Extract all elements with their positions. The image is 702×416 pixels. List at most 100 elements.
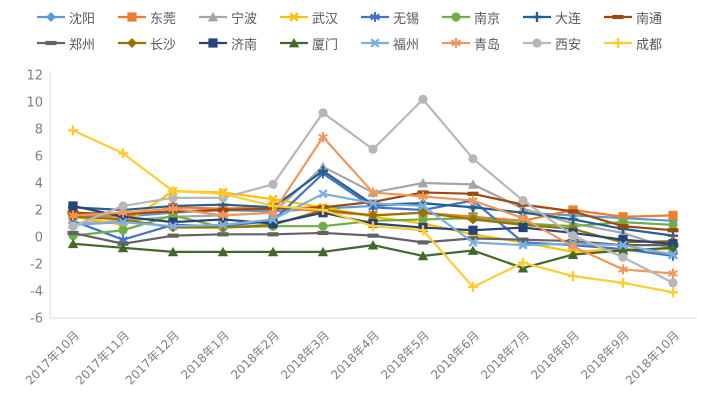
series-marker-wuhan	[268, 194, 278, 204]
series-marker-dalian	[568, 214, 578, 225]
series-marker-zhengzhou	[417, 240, 429, 245]
series-marker-chengdu	[518, 257, 528, 268]
series-marker-dongguan	[668, 210, 678, 220]
series-marker-nantong	[467, 191, 479, 196]
series-marker-changsha	[418, 207, 428, 218]
series-marker-qingdao	[218, 210, 228, 221]
series-marker-ningbo	[467, 179, 479, 189]
legend-item-nanjing: 南京	[441, 4, 522, 30]
series-marker-fuzhou	[668, 249, 678, 260]
legend-item-xiamen: 厦门	[279, 30, 360, 56]
series-marker-xian	[568, 231, 578, 241]
series-marker-chengdu	[668, 287, 678, 298]
x-axis-tick-label: 2018年10月	[623, 328, 682, 387]
x-axis-tick-label: 2018年7月	[478, 328, 532, 382]
series-marker-nanjing	[668, 220, 678, 230]
x-axis-tick-label: 2018年3月	[278, 328, 332, 382]
series-marker-xian	[518, 195, 528, 206]
x-axis-tick-label: 2018年9月	[578, 328, 632, 382]
series-marker-qingdao	[418, 191, 428, 202]
series-marker-zhengzhou	[317, 230, 329, 236]
series-marker-zhengzhou	[367, 233, 379, 238]
series-marker-xian	[618, 252, 628, 262]
series-marker-zhengzhou	[517, 237, 529, 242]
y-axis-tick-label: 4	[35, 177, 43, 192]
series-marker-chengdu	[468, 281, 478, 292]
series-marker-xiamen	[67, 238, 79, 249]
series-marker-changsha	[468, 214, 478, 225]
series-marker-fuzhou	[368, 198, 378, 208]
legend-marker-wuhan-icon	[280, 12, 308, 22]
legend-label-wuxi: 无锡	[393, 11, 420, 27]
series-marker-xiamen	[167, 246, 179, 257]
series-marker-fuzhou	[618, 240, 628, 250]
series-marker-xian	[668, 278, 678, 288]
series-marker-fuzhou	[118, 217, 128, 227]
legend-item-chengdu: 成都	[603, 30, 684, 56]
legend-item-nantong: 南通	[603, 4, 684, 30]
series-marker-jinan	[168, 217, 178, 227]
series-marker-ningbo	[417, 178, 429, 188]
series-marker-xian	[418, 94, 428, 104]
series-marker-fuzhou	[468, 237, 478, 248]
series-marker-qingdao	[618, 264, 628, 275]
series-marker-xiamen	[117, 242, 129, 253]
chart-legend: 沈阳 东莞 宁波 武汉 无锡 南京 大连 南通 郑州 长沙 济南 厦门 福州 青岛 西安 成都	[36, 4, 696, 56]
series-marker-zhengzhou	[567, 238, 579, 244]
legend-marker-fuzhou-icon	[361, 38, 389, 48]
series-marker-fuzhou	[218, 220, 228, 230]
series-marker-xian	[68, 221, 78, 231]
series-marker-dongguan	[618, 212, 628, 222]
series-marker-qingdao	[68, 210, 78, 221]
series-marker-fuzhou	[418, 201, 428, 211]
series-marker-jinan	[618, 235, 628, 245]
series-marker-qingdao	[518, 213, 528, 224]
series-marker-xiamen	[517, 263, 529, 273]
series-marker-xiamen	[267, 246, 279, 257]
series-marker-fuzhou	[168, 221, 178, 231]
legend-item-dalian: 大连	[522, 4, 603, 30]
legend-marker-jinan-icon	[199, 38, 227, 48]
legend-label-xian: 西安	[555, 37, 582, 53]
series-marker-zhengzhou	[267, 232, 279, 237]
legend-item-wuhan: 武汉	[279, 4, 360, 30]
series-marker-chengdu	[368, 221, 378, 232]
series-marker-zhengzhou	[67, 230, 79, 236]
series-marker-fuzhou	[318, 189, 328, 199]
y-axis-tick-label: -4	[30, 285, 43, 300]
legend-item-zhengzhou: 郑州	[36, 30, 117, 56]
series-marker-nantong	[567, 209, 579, 214]
legend-marker-dongguan-icon	[118, 12, 146, 22]
y-axis-tick-label: -2	[30, 258, 43, 273]
series-marker-xiamen	[417, 250, 429, 261]
legend-label-jinan: 济南	[231, 37, 258, 53]
series-marker-qingdao	[568, 241, 578, 252]
series-marker-nanjing	[318, 221, 328, 231]
legend-label-zhengzhou: 郑州	[69, 37, 96, 53]
y-axis-tick-label: 8	[35, 123, 43, 138]
series-marker-qingdao	[668, 268, 678, 279]
legend-marker-dalian-icon	[523, 12, 551, 22]
legend-marker-ningbo-icon	[199, 12, 227, 22]
legend-marker-zhengzhou-icon	[37, 40, 65, 46]
series-marker-chengdu	[568, 271, 578, 282]
legend-label-nanjing: 南京	[474, 11, 501, 27]
x-axis-tick-label: 2018年8月	[528, 328, 582, 382]
legend-item-ningbo: 宁波	[198, 4, 279, 30]
series-marker-xiamen	[317, 246, 329, 257]
legend-label-chengdu: 成都	[636, 37, 663, 53]
x-axis-tick-label: 2018年6月	[428, 328, 482, 382]
series-marker-chengdu	[118, 148, 128, 159]
series-marker-chengdu	[418, 225, 428, 236]
legend-label-shenyang: 沈阳	[69, 11, 96, 27]
series-marker-zhengzhou	[167, 233, 179, 238]
legend-marker-chengdu-icon	[604, 38, 632, 48]
legend-marker-nantong-icon	[604, 14, 632, 20]
y-axis-tick-label: 2	[35, 204, 43, 219]
series-marker-xiamen	[367, 240, 379, 250]
x-axis-tick-label: 2018年4月	[328, 328, 382, 382]
series-marker-xiamen	[467, 245, 479, 255]
legend-marker-changsha-icon	[118, 38, 146, 48]
legend-label-fuzhou: 福州	[393, 37, 420, 53]
legend-label-dalian: 大连	[555, 11, 582, 27]
